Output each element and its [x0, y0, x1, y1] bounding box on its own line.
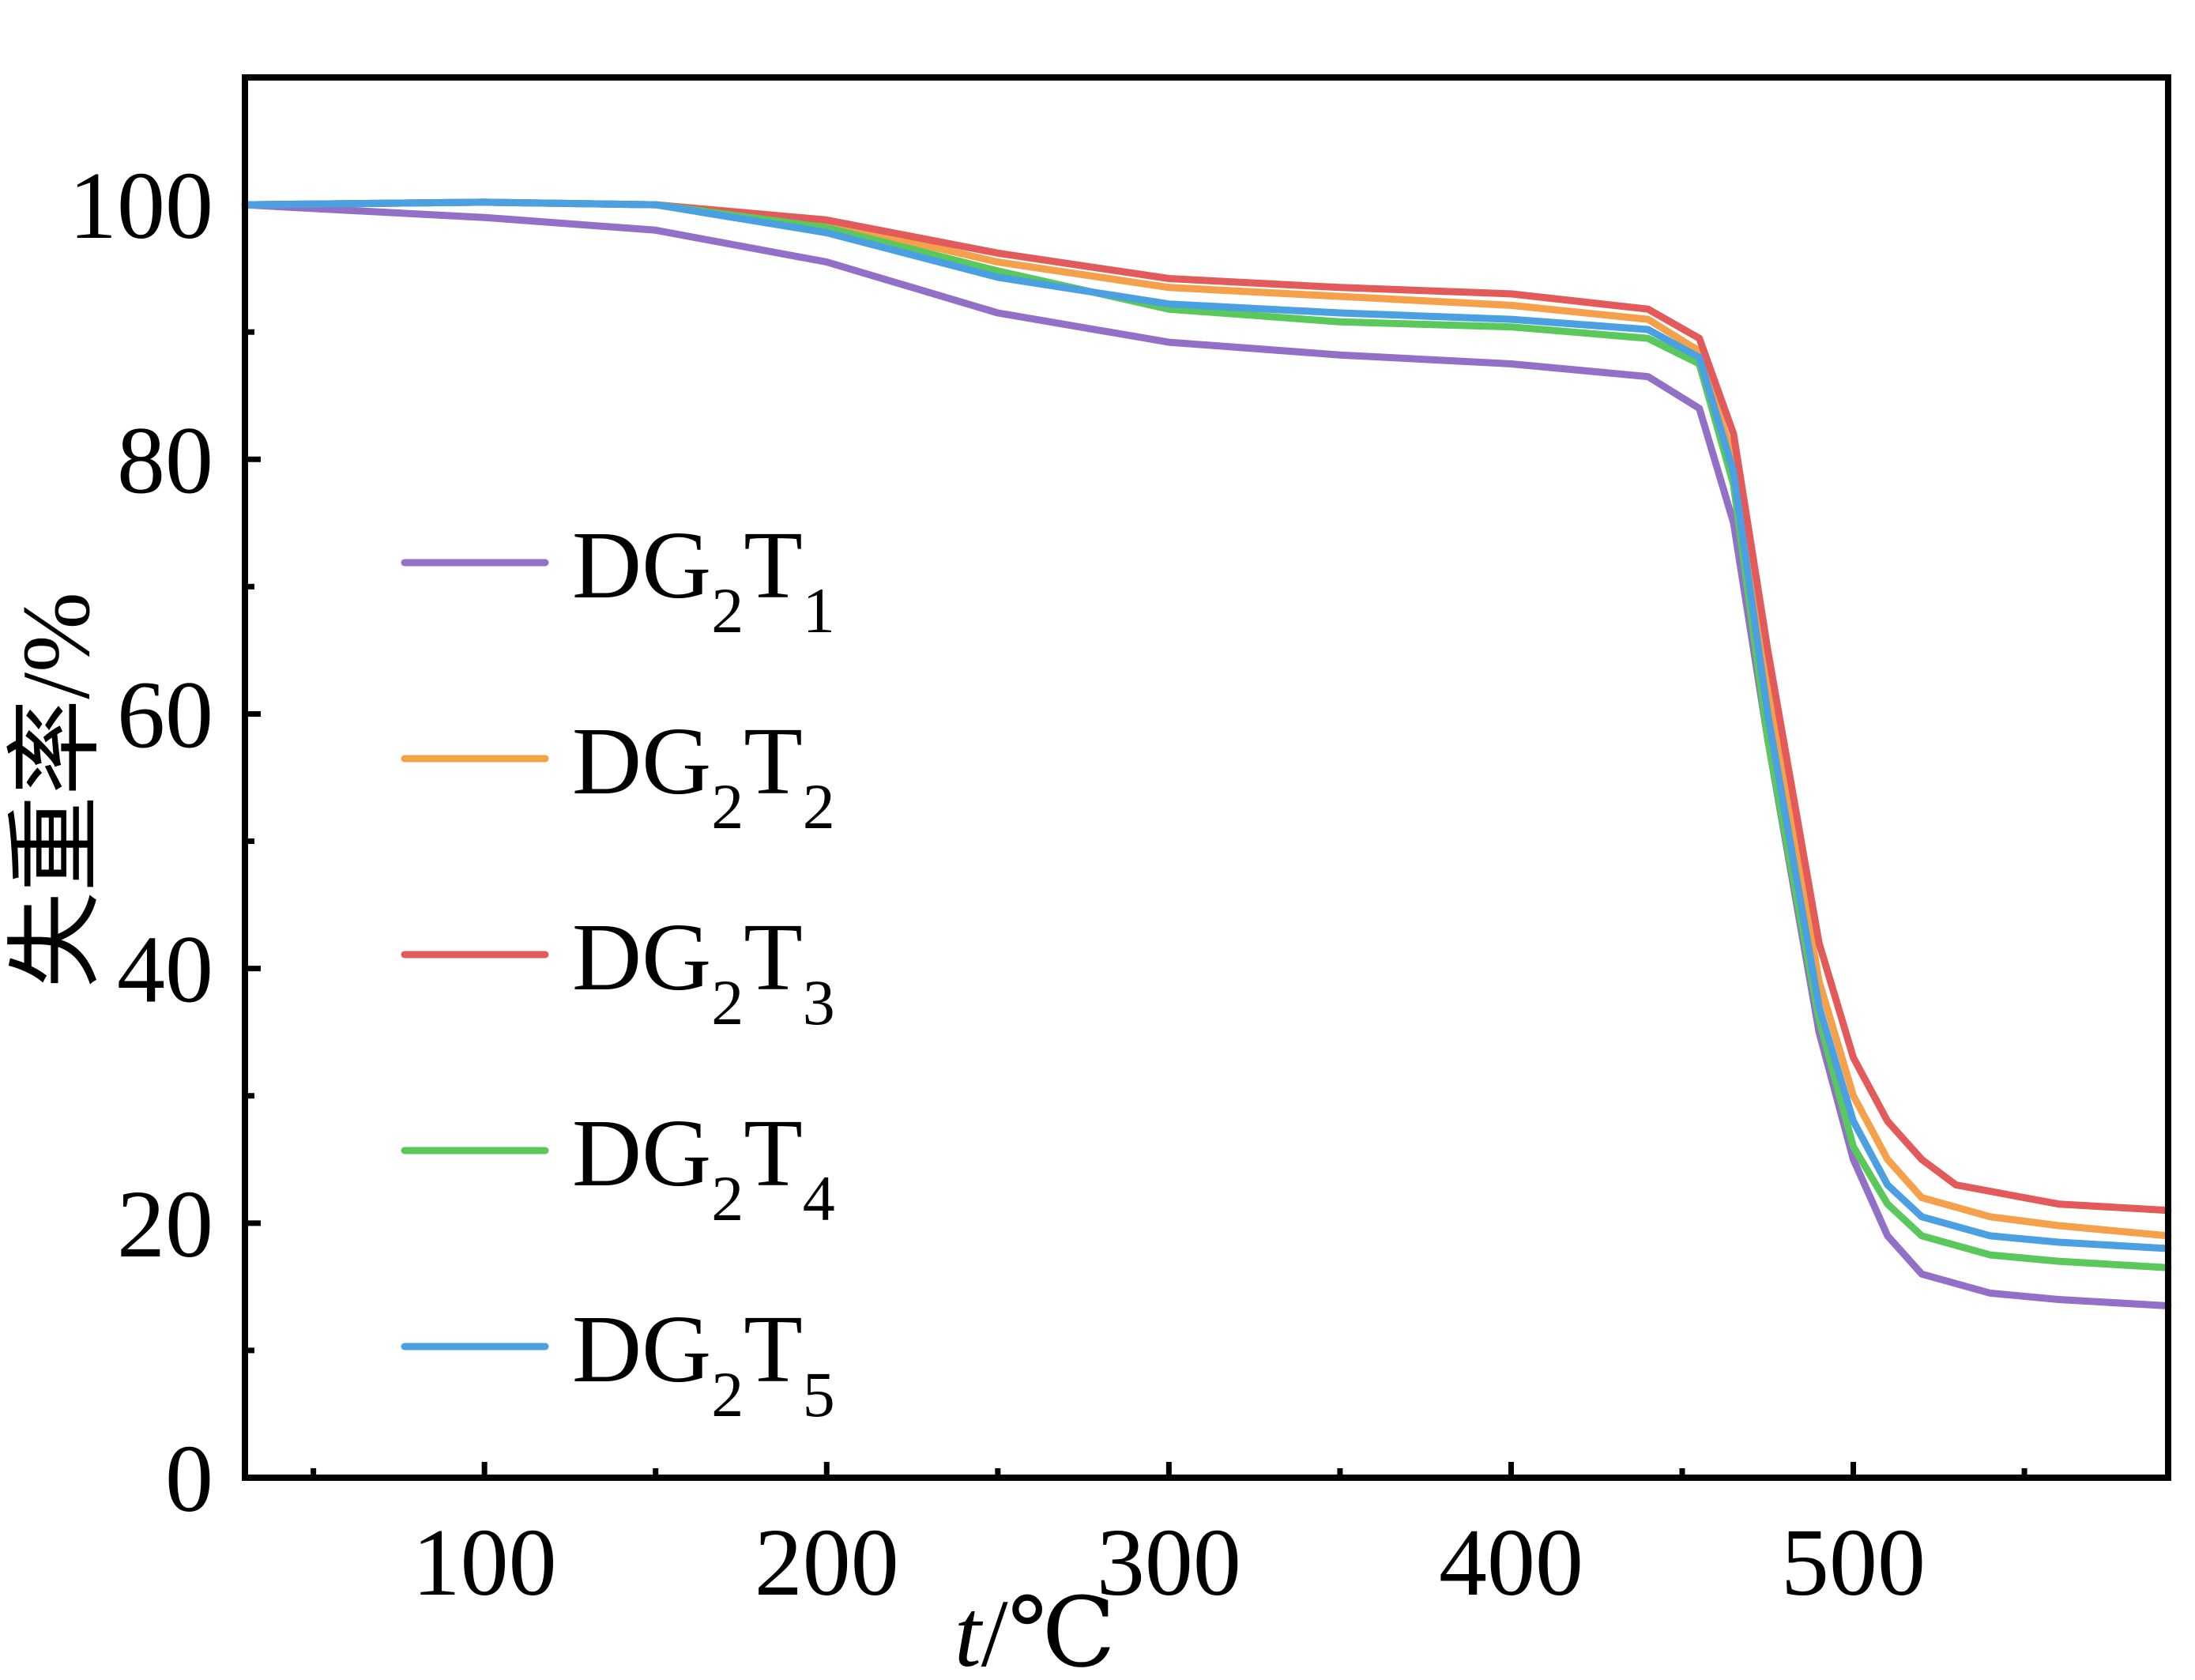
plot-frame: [242, 74, 2171, 1481]
x-tick-label: 100: [412, 1509, 557, 1616]
x-tick-label: 200: [755, 1509, 899, 1616]
y-tick-label: 60: [117, 661, 213, 768]
legend-label-dg2t2: DG2T2: [572, 708, 835, 842]
series-line-dg2t1: [241, 201, 2172, 1309]
x-tick-label: 500: [1781, 1509, 1926, 1616]
legend-label-dg2t3: DG2T3: [572, 904, 835, 1038]
legend-label-dg2t5: DG2T5: [572, 1296, 835, 1430]
x-tick-label: 400: [1439, 1509, 1583, 1616]
x-tick-label: 300: [1097, 1509, 1241, 1616]
x-axis-title: t/℃: [954, 1580, 1116, 1680]
y-tick-label: 100: [69, 153, 213, 259]
y-tick-label: 20: [117, 1171, 213, 1278]
legend: DG2T1 DG2T2 DG2T3 DG2T4 DG2T5: [401, 512, 835, 1430]
series-line-dg2t5: [241, 198, 2172, 1252]
y-tick-label: 40: [117, 917, 213, 1023]
tick-labels: 100 200 300 400 500 0 20 40 60 80 100: [69, 153, 1926, 1616]
y-axis-title: 失重率/%: [3, 592, 110, 989]
legend-label-dg2t4: DG2T4: [572, 1100, 835, 1234]
y-tick-label: 0: [165, 1426, 213, 1532]
series-line-dg2t3: [241, 198, 2172, 1215]
series-lines: [241, 198, 2172, 1309]
y-tick-label: 80: [117, 407, 213, 514]
legend-label-dg2t1: DG2T1: [572, 512, 835, 646]
